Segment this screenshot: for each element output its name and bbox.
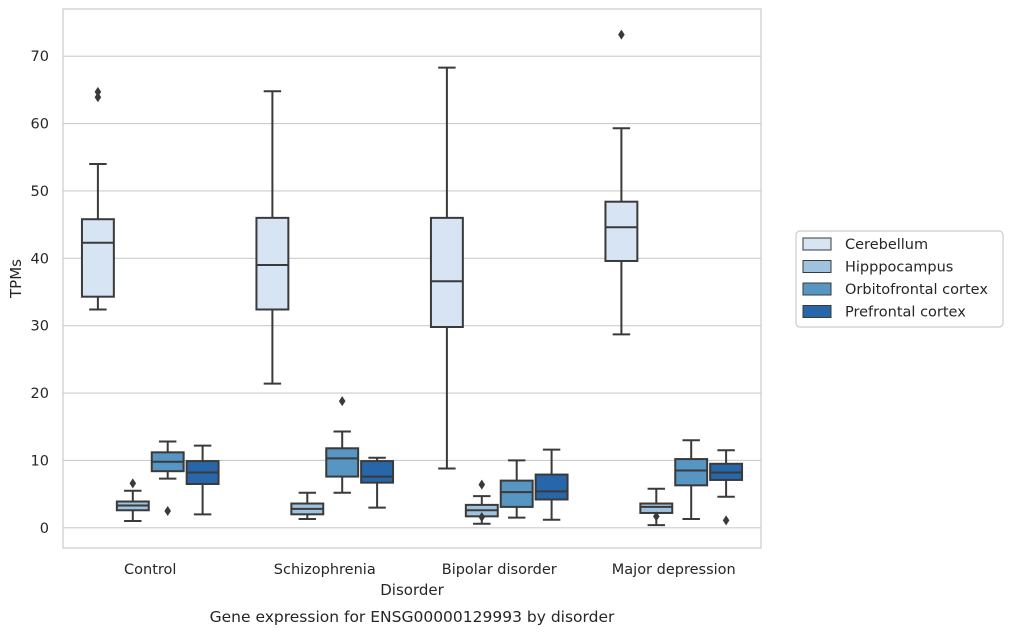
legend-frame bbox=[795, 230, 1004, 328]
x-tick-label: Schizophrenia bbox=[274, 562, 376, 578]
legend-label: Hipppocampus bbox=[845, 260, 953, 276]
box-orbitofrontal-cortex bbox=[150, 440, 185, 516]
y-tick-label: 50 bbox=[31, 184, 49, 200]
box-body bbox=[255, 216, 290, 311]
box-body bbox=[674, 458, 709, 487]
box-prefrontal-cortex bbox=[534, 448, 569, 521]
box-prefrontal-cortex bbox=[185, 444, 220, 516]
box-orbitofrontal-cortex bbox=[499, 459, 534, 519]
y-tick-label: 0 bbox=[40, 521, 49, 537]
box-body bbox=[499, 479, 534, 508]
plot-frame bbox=[62, 8, 762, 549]
box-body bbox=[325, 447, 360, 478]
legend-label: Orbitofrontal cortex bbox=[845, 282, 988, 298]
y-tick-label: 30 bbox=[31, 319, 49, 335]
outlier-marker bbox=[129, 478, 137, 489]
outlier-marker bbox=[478, 479, 486, 490]
legend-label: Cerebellum bbox=[845, 237, 928, 253]
box-cerebellum bbox=[429, 66, 464, 470]
outlier-marker bbox=[618, 29, 625, 40]
outlier-marker bbox=[94, 92, 102, 103]
box-prefrontal-cortex bbox=[709, 449, 744, 526]
outlier-marker bbox=[338, 396, 346, 407]
box-hipppocampus bbox=[290, 491, 325, 521]
box-cerebellum bbox=[604, 29, 639, 336]
legend-swatch bbox=[802, 305, 832, 318]
x-tick-label: Control bbox=[124, 562, 176, 578]
box-hipppocampus bbox=[464, 479, 499, 525]
box-body bbox=[429, 216, 464, 329]
outlier-marker bbox=[164, 505, 171, 516]
y-tick-label: 70 bbox=[31, 49, 49, 65]
box-hipppocampus bbox=[115, 478, 150, 523]
box-cerebellum bbox=[80, 86, 115, 311]
x-tick-labels: Control Schizophrenia Bipolar disorder Majo… bbox=[124, 562, 736, 578]
legend-label: Prefrontal cortex bbox=[845, 305, 966, 321]
x-tick-label: Bipolar disorder bbox=[442, 562, 557, 578]
y-axis-title: TPMs bbox=[7, 259, 25, 299]
legend-swatch bbox=[802, 237, 832, 251]
box-layer bbox=[80, 29, 744, 527]
y-tick-label: 10 bbox=[31, 453, 49, 469]
y-tick-labels: 0 10 20 30 40 50 60 70 bbox=[31, 49, 49, 537]
x-tick-label: Major depression bbox=[612, 562, 736, 578]
chart-caption: Gene expression for ENSG00000129993 by d… bbox=[210, 608, 615, 626]
y-tick-label: 20 bbox=[31, 386, 49, 402]
x-axis-title: Disorder bbox=[380, 581, 444, 599]
legend: Cerebellum Hipppocampus Orbitofrontal cort… bbox=[795, 230, 1004, 328]
box-hipppocampus bbox=[639, 487, 674, 527]
y-tick-label: 60 bbox=[31, 117, 49, 133]
y-tick-label: 40 bbox=[31, 251, 49, 267]
outlier-marker bbox=[478, 512, 486, 523]
box-body bbox=[80, 218, 115, 298]
box-prefrontal-cortex bbox=[360, 456, 395, 509]
outlier-marker bbox=[94, 86, 102, 97]
outlier-marker bbox=[653, 511, 660, 522]
box-orbitofrontal-cortex bbox=[674, 439, 709, 521]
box-cerebellum bbox=[255, 90, 290, 385]
outlier-marker bbox=[722, 515, 730, 526]
box-body bbox=[534, 473, 569, 501]
legend-swatch bbox=[802, 260, 832, 273]
box-body bbox=[360, 460, 395, 484]
box-orbitofrontal-cortex bbox=[325, 396, 360, 494]
box-body bbox=[604, 200, 639, 262]
legend-swatch bbox=[802, 282, 832, 296]
